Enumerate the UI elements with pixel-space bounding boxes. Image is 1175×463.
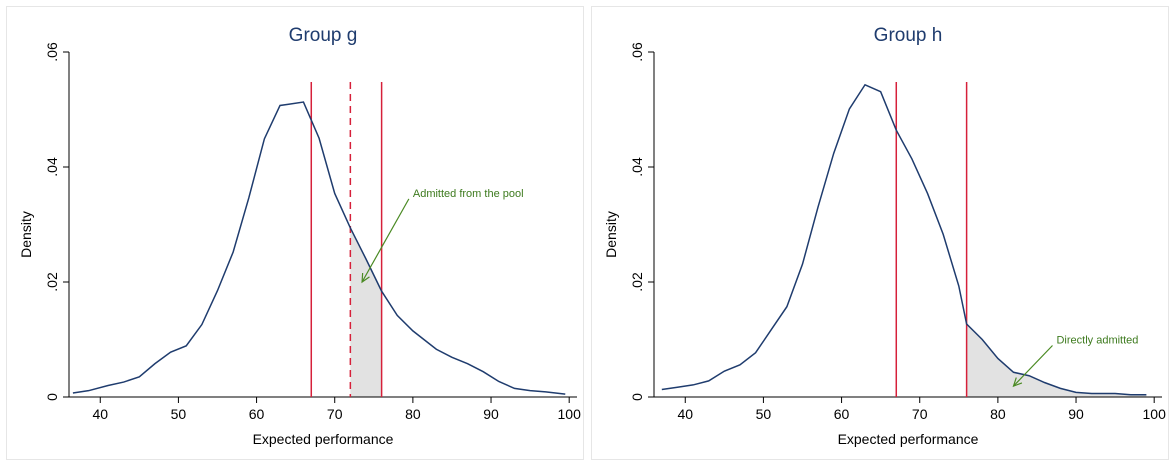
shaded-region bbox=[350, 227, 382, 397]
x-tick-label: 70 bbox=[912, 406, 928, 422]
x-tick-label: 90 bbox=[483, 406, 499, 422]
density-curve bbox=[661, 83, 1147, 396]
y-tick-label: 0 bbox=[629, 393, 645, 401]
annotation-arrow bbox=[361, 198, 410, 283]
y-tick-label: .02 bbox=[629, 272, 645, 292]
x-tick-label: 100 bbox=[558, 406, 582, 422]
annotation-label: Directly admitted bbox=[1056, 335, 1138, 347]
chart-panel-group-g: 40 50 60 70 80 90 100 0 .02 .04 .06 Admitted from t… bbox=[6, 6, 584, 460]
annotation-arrowhead bbox=[361, 272, 370, 284]
x-tick-label: 60 bbox=[834, 406, 850, 422]
y-tick-label: .04 bbox=[44, 157, 60, 177]
x-tick-label: 60 bbox=[249, 406, 265, 422]
x-tick-label: 40 bbox=[92, 406, 108, 422]
x-axis-label: Expected performance bbox=[838, 431, 979, 447]
chart-panel-group-h: 40 50 60 70 80 90 100 0 .02 .04 .06 Directly admitt… bbox=[591, 6, 1169, 460]
density-curve bbox=[72, 101, 566, 395]
y-axis-label: Density bbox=[603, 211, 619, 258]
x-tick-label: 80 bbox=[405, 406, 421, 422]
chart-svg-group-h: 40 50 60 70 80 90 100 0 .02 .04 .06 Directly admitt… bbox=[603, 25, 1167, 447]
x-tick-label: 80 bbox=[990, 406, 1006, 422]
y-tick-label: .06 bbox=[629, 42, 645, 62]
annotation-arrow bbox=[1013, 345, 1053, 387]
x-tick-label: 70 bbox=[327, 406, 343, 422]
x-axis-label: Expected performance bbox=[253, 431, 394, 447]
chart-title: Group g bbox=[289, 25, 358, 46]
annotation-arrowhead bbox=[1012, 377, 1023, 388]
x-tick-label: 100 bbox=[1143, 406, 1167, 422]
x-tick-label: 50 bbox=[756, 406, 772, 422]
x-tick-label: 40 bbox=[677, 406, 693, 422]
y-tick-label: .02 bbox=[44, 272, 60, 292]
x-tick-label: 50 bbox=[171, 406, 187, 422]
y-tick-label: .06 bbox=[44, 42, 60, 62]
x-tick-label: 90 bbox=[1068, 406, 1084, 422]
chart-title: Group h bbox=[874, 25, 943, 46]
y-axis-label: Density bbox=[18, 211, 34, 258]
y-tick-label: 0 bbox=[44, 393, 60, 401]
annotation-label: Admitted from the pool bbox=[413, 188, 524, 200]
y-tick-label: .04 bbox=[629, 157, 645, 177]
chart-svg-group-g: 40 50 60 70 80 90 100 0 .02 .04 .06 Admitted from t… bbox=[18, 25, 582, 447]
shaded-region bbox=[966, 323, 1147, 397]
